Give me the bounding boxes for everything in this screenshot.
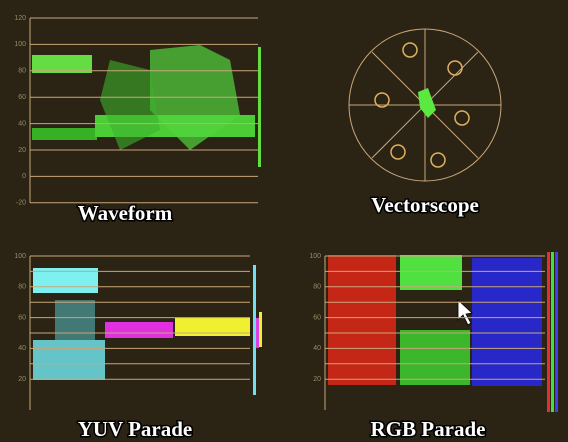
scale-label: 40: [18, 345, 26, 352]
waveform-title: Waveform: [78, 201, 173, 225]
rgb-parade-signal: [328, 252, 558, 412]
scale-label: 120: [14, 15, 26, 22]
scale-label: 20: [18, 376, 26, 383]
scale-label: 100: [14, 253, 26, 260]
yuv-parade-title: YUV Parade: [78, 417, 193, 441]
scale-label: 0: [22, 173, 26, 180]
vectorscope-title: Vectorscope: [371, 193, 479, 217]
scale-label: 80: [18, 68, 26, 75]
scale-label: 80: [313, 284, 321, 291]
scale-label: 20: [18, 147, 26, 154]
scale-label: 60: [18, 314, 26, 321]
scale-label: 100: [14, 41, 26, 48]
rgb-parade-title: RGB Parade: [371, 417, 486, 441]
vectorscope-signal: [418, 88, 436, 118]
scale-label: 80: [18, 284, 26, 291]
scale-label: 40: [313, 345, 321, 352]
scale-label: 40: [18, 120, 26, 127]
yuv-parade-signal: [33, 265, 262, 395]
scale-label: 60: [18, 94, 26, 101]
scale-label: -20: [16, 200, 26, 207]
scale-label: 60: [313, 314, 321, 321]
scale-label: 20: [313, 376, 321, 383]
scale-label: 100: [309, 253, 321, 260]
